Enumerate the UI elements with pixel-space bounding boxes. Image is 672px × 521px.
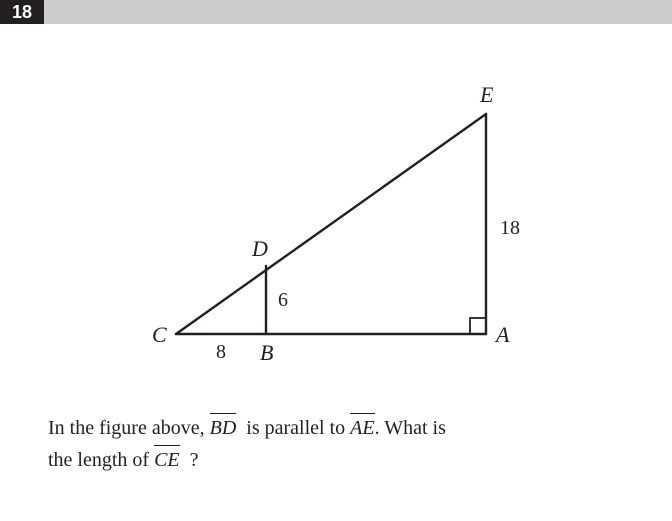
- svg-text:18: 18: [500, 217, 520, 239]
- svg-text:8: 8: [216, 341, 226, 363]
- text-pre2: the length of: [48, 449, 154, 471]
- triangle-figure: C B A D E 8 6 18: [106, 44, 566, 384]
- text-post1: . What is: [375, 417, 446, 439]
- question-number: 18: [0, 0, 44, 24]
- figure-area: C B A D E 8 6 18: [0, 24, 672, 384]
- svg-text:A: A: [494, 322, 510, 347]
- svg-text:D: D: [251, 236, 268, 261]
- svg-text:C: C: [152, 322, 167, 347]
- header-bar: 18: [0, 0, 672, 24]
- svg-text:B: B: [260, 340, 273, 365]
- question-text: In the figure above, BD is parallel to A…: [0, 384, 672, 476]
- svg-text:E: E: [479, 82, 494, 107]
- text-mid1: is parallel to: [241, 417, 350, 439]
- segment-bd: BD: [210, 412, 237, 444]
- segment-ae: AE: [350, 412, 374, 444]
- svg-text:6: 6: [278, 289, 288, 311]
- text-pre1: In the figure above,: [48, 417, 210, 439]
- text-post2: ?: [185, 449, 199, 471]
- segment-ce: CE: [154, 444, 180, 476]
